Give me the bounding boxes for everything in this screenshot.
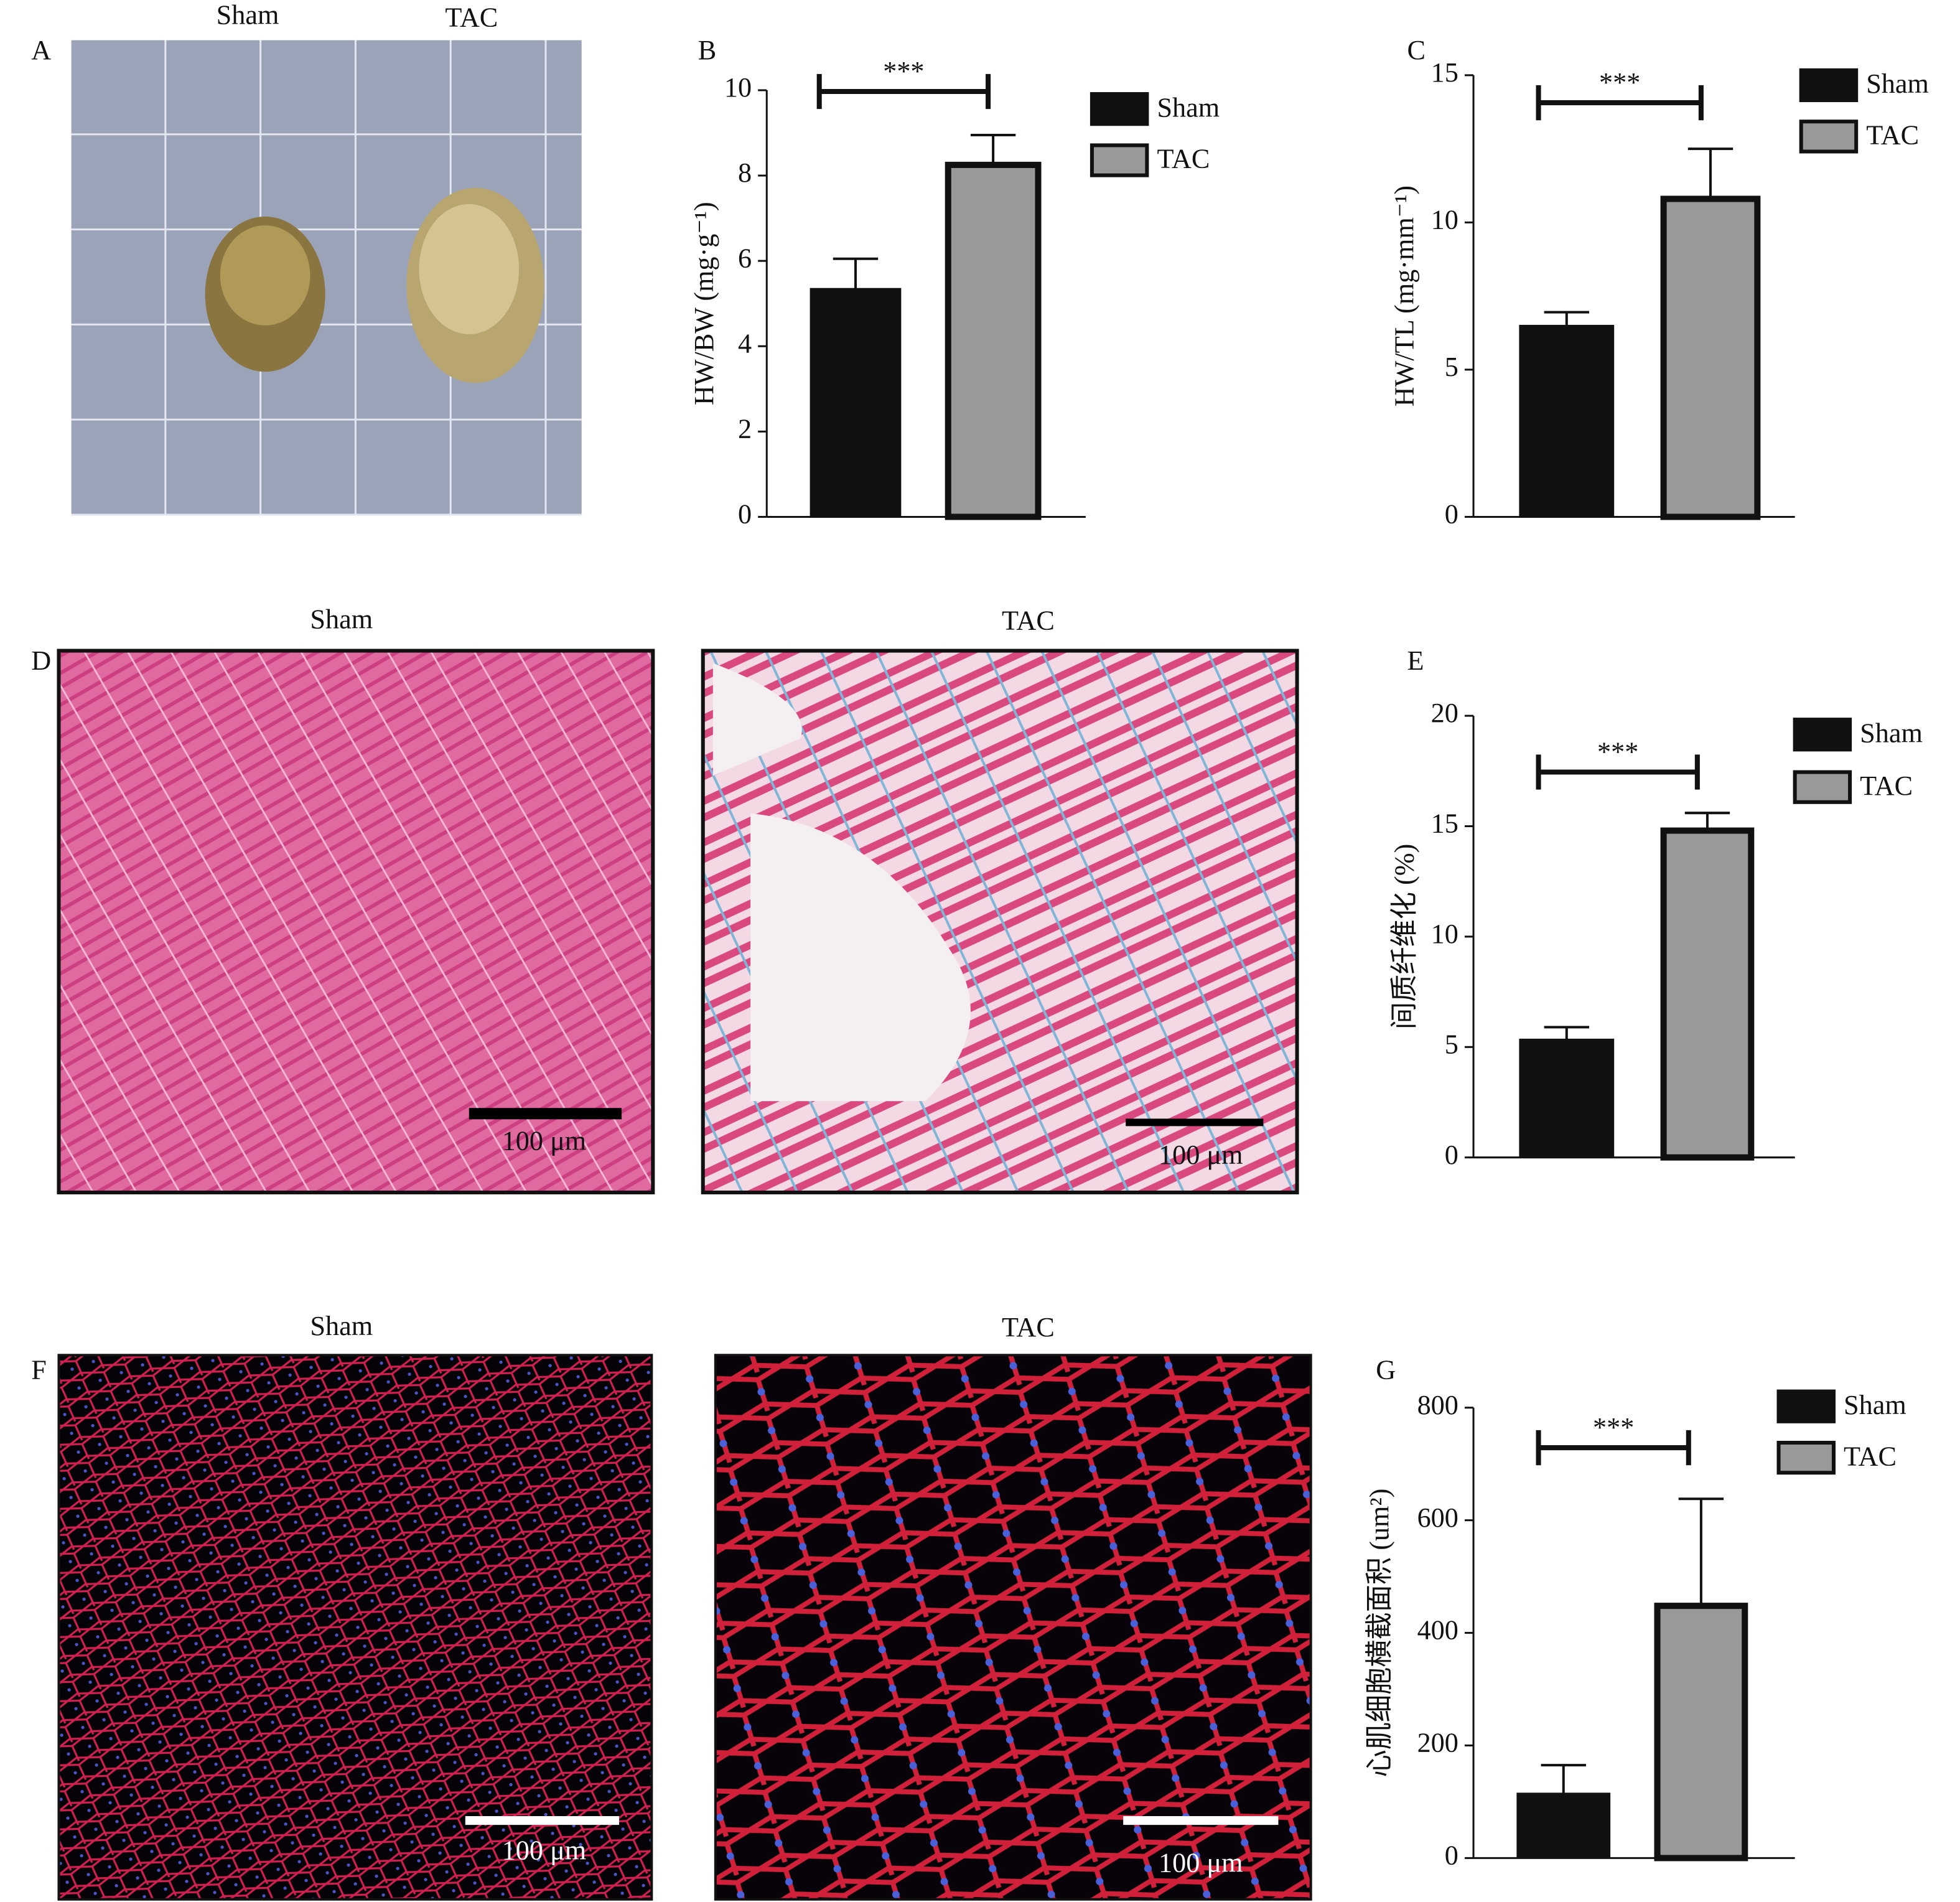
significance-label: ***	[1599, 67, 1640, 98]
legend-label: TAC	[1157, 144, 1210, 174]
y-axis-label: 心肌细胞横截面积 (um²)	[1364, 1489, 1394, 1778]
bar	[1516, 1792, 1611, 1859]
scale-bar-label: 100 μm	[502, 1835, 587, 1866]
group-label: TAC	[1002, 605, 1055, 635]
legend-label: TAC	[1866, 120, 1919, 151]
group-label: TAC	[1002, 1312, 1055, 1342]
bar	[1654, 1603, 1748, 1862]
legend-label: Sham	[1866, 68, 1929, 99]
y-tick-label: 8	[738, 157, 752, 188]
bar	[1660, 195, 1761, 520]
y-tick-label: 2	[738, 414, 752, 444]
group-label: Sham	[310, 604, 373, 634]
bar	[1519, 1038, 1615, 1158]
legend-swatch	[1776, 1440, 1836, 1475]
panel-label: F	[31, 1355, 47, 1385]
y-axis-label: HW/TL (mg·mm⁻¹)	[1389, 185, 1420, 406]
y-tick-label: 200	[1417, 1728, 1458, 1758]
panel-label: C	[1407, 35, 1426, 65]
significance-label: ***	[883, 56, 924, 87]
y-axis-label: 间质纤维化 (%)	[1389, 844, 1420, 1029]
legend-label: Sham	[1157, 92, 1220, 123]
fluorescence-image	[57, 1354, 653, 1901]
y-tick-label: 0	[1445, 1840, 1458, 1871]
legend-swatch	[1793, 770, 1852, 804]
significance-bracket	[1536, 754, 1700, 790]
y-tick-label: 15	[1431, 808, 1458, 839]
y-tick-label: 20	[1431, 698, 1458, 728]
legend-swatch	[1793, 718, 1852, 752]
y-tick-label: 0	[1445, 499, 1458, 530]
panel-label: G	[1376, 1355, 1396, 1385]
y-tick-label: 0	[1445, 1140, 1458, 1170]
y-tick-label: 10	[724, 72, 752, 103]
y-tick-label: 15	[1431, 57, 1458, 88]
bar	[1519, 324, 1615, 518]
legend-label: Sham	[1860, 718, 1923, 748]
group-label: Sham	[217, 0, 279, 30]
group-label: Sham	[310, 1311, 373, 1341]
y-tick-label: 4	[738, 328, 752, 358]
legend-swatch	[1799, 119, 1859, 154]
significance-label: ***	[1597, 737, 1638, 767]
panel-label: B	[698, 35, 717, 65]
y-tick-label: 5	[1445, 1029, 1458, 1059]
legend-swatch	[1090, 91, 1149, 126]
y-tick-label: 10	[1431, 205, 1458, 235]
panel-label: D	[31, 645, 51, 676]
heart-highlight	[220, 225, 310, 326]
y-tick-label: 5	[1445, 352, 1458, 382]
panel-label: A	[31, 35, 51, 65]
histology-void	[712, 663, 971, 1102]
group-label: TAC	[445, 2, 498, 33]
y-axis-label: HW/BW (mg·g⁻¹)	[689, 202, 719, 405]
heart-highlight	[419, 204, 520, 334]
legend-label: TAC	[1844, 1441, 1897, 1471]
bar	[945, 161, 1042, 520]
y-tick-label: 600	[1417, 1502, 1458, 1533]
y-tick-label: 800	[1417, 1390, 1458, 1420]
legend-swatch	[1776, 1389, 1836, 1423]
panel-label: E	[1407, 645, 1424, 676]
significance-label: ***	[1593, 1412, 1634, 1443]
legend-swatch	[1799, 68, 1859, 103]
bar	[1660, 827, 1755, 1161]
y-tick-label: 10	[1431, 919, 1458, 949]
significance-bracket	[1536, 1430, 1691, 1466]
y-tick-label: 0	[738, 499, 752, 530]
bar	[810, 288, 902, 518]
legend-label: TAC	[1860, 771, 1913, 801]
significance-bracket	[1536, 85, 1704, 121]
y-tick-label: 6	[738, 243, 752, 273]
scale-bar-label: 100 μm	[1159, 1848, 1243, 1878]
legend-swatch	[1090, 143, 1149, 177]
scale-bar-label: 100 μm	[1159, 1140, 1243, 1170]
y-tick-label: 400	[1417, 1615, 1458, 1646]
significance-bracket	[816, 73, 991, 110]
scale-bar-label: 100 μm	[502, 1126, 587, 1156]
fluorescence-image	[714, 1354, 1312, 1901]
legend-label: Sham	[1844, 1390, 1906, 1420]
histology-image	[57, 649, 655, 1194]
